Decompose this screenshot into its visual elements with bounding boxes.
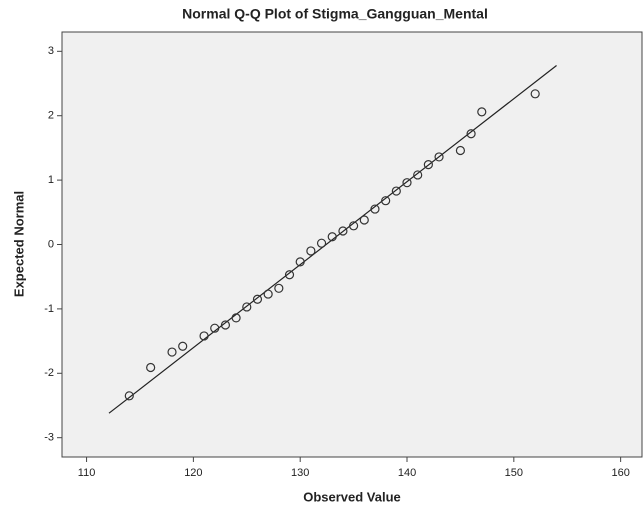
point xyxy=(263,289,273,299)
point xyxy=(210,323,220,333)
x-axis-label: Observed Value xyxy=(303,489,401,504)
x-tick-label: 150 xyxy=(505,467,523,479)
point xyxy=(167,347,177,357)
point xyxy=(284,270,295,280)
point xyxy=(370,204,380,214)
y-tick-label: 1 xyxy=(48,174,54,186)
point xyxy=(413,170,423,180)
point xyxy=(178,341,188,351)
plot-area xyxy=(61,31,643,458)
point xyxy=(252,294,263,304)
reference-line xyxy=(108,65,557,414)
point xyxy=(338,226,348,236)
point xyxy=(274,283,284,293)
y-tick-label: 3 xyxy=(48,45,54,57)
x-tick-label: 160 xyxy=(611,467,629,479)
point xyxy=(295,257,305,267)
y-axis-label: Expected Normal xyxy=(11,191,26,297)
x-tick-label: 110 xyxy=(78,467,96,479)
point xyxy=(530,89,540,99)
point xyxy=(455,145,466,156)
x-tick-label: 120 xyxy=(184,467,202,479)
y-tick-label: 0 xyxy=(48,238,54,250)
chart-title: Normal Q-Q Plot of Stigma_Gangguan_Menta… xyxy=(182,6,488,22)
point xyxy=(466,129,476,139)
x-tick-label: 140 xyxy=(398,467,416,479)
point xyxy=(381,196,391,206)
y-tick-label: 2 xyxy=(48,110,54,122)
point xyxy=(306,246,316,256)
point xyxy=(242,302,252,312)
point xyxy=(402,178,412,188)
point xyxy=(349,221,359,231)
point xyxy=(146,362,156,373)
point xyxy=(124,391,134,401)
point xyxy=(327,232,337,242)
point xyxy=(199,331,209,341)
point xyxy=(434,152,444,162)
point xyxy=(477,107,487,117)
y-tick-label: -3 xyxy=(44,432,54,444)
point xyxy=(316,238,327,248)
point xyxy=(231,313,241,323)
y-tick-label: -1 xyxy=(44,303,54,315)
x-tick-label: 130 xyxy=(291,467,309,479)
point xyxy=(423,160,433,170)
point xyxy=(391,186,401,196)
point xyxy=(220,320,231,330)
point xyxy=(359,215,369,225)
y-tick-label: -2 xyxy=(44,367,54,379)
